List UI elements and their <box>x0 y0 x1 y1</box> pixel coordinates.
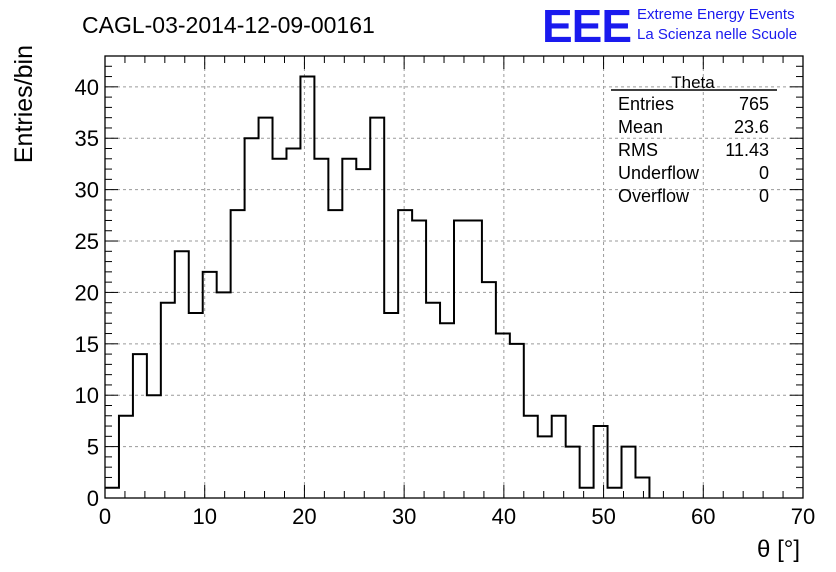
x-tick-label-60: 60 <box>691 504 715 529</box>
histogram-bin-7 <box>203 272 217 498</box>
plot-frame <box>104 55 804 499</box>
x-tick-label-70: 70 <box>791 504 815 529</box>
y-axis-label: Entries/bin <box>10 45 38 163</box>
histogram-bin-29 <box>510 344 524 498</box>
histogram-bin-2 <box>133 354 147 498</box>
histogram-bin-13 <box>286 149 300 498</box>
x-tick-labels: 0 10 20 30 40 50 60 70 <box>99 504 815 529</box>
stats-value-overflow: 0 <box>759 186 769 206</box>
histogram-bin-21 <box>398 210 412 498</box>
logo-line-1: Extreme Energy Events <box>637 6 795 23</box>
histogram-bin-37 <box>622 447 636 498</box>
x-tick-label-20: 20 <box>292 504 316 529</box>
stats-value-rms: 11.43 <box>725 140 769 160</box>
histogram-bin-23 <box>426 303 440 498</box>
histogram-bin-19 <box>370 118 384 498</box>
x-axis-label: θ [°] <box>757 536 800 563</box>
histogram-bin-33 <box>566 447 580 498</box>
histogram-bin-10 <box>245 138 259 498</box>
histogram-bin-31 <box>538 436 552 498</box>
histogram-bin-36 <box>608 488 622 498</box>
histogram-bin-4 <box>161 303 175 498</box>
histogram-outline <box>105 75 651 498</box>
chart-title: CAGL-03-2014-12-09-00161 <box>82 12 375 38</box>
y-tick-label-5: 5 <box>87 435 99 460</box>
histogram-bin-16 <box>328 210 342 498</box>
y-tick-label-35: 35 <box>75 126 99 151</box>
y-tick-label-30: 30 <box>75 178 99 203</box>
histogram-bin-25 <box>454 220 468 498</box>
y-tick-label-25: 25 <box>75 229 99 254</box>
y-tick-label-0: 0 <box>87 486 99 511</box>
stats-label-mean: Mean <box>618 117 663 137</box>
logo-line-2: La Scienza nelle Scuole <box>637 26 797 43</box>
histogram-bin-0 <box>105 488 119 498</box>
histogram-bin-22 <box>412 220 426 498</box>
histogram-bin-3 <box>147 395 161 498</box>
stats-label-rms: RMS <box>618 140 658 160</box>
y-tick-labels: 0 5 10 15 20 25 30 35 40 <box>75 75 99 511</box>
stats-value-underflow: 0 <box>759 163 769 183</box>
histogram-bin-26 <box>468 220 482 498</box>
histogram-bin-14 <box>300 77 314 498</box>
stats-value-mean: 23.6 <box>734 117 769 137</box>
x-tick-label-10: 10 <box>192 504 216 529</box>
histogram-bin-15 <box>314 159 328 498</box>
stats-label-overflow: Overflow <box>618 186 690 206</box>
y-tick-label-10: 10 <box>75 383 99 408</box>
axis-ticks <box>104 55 804 499</box>
y-tick-label-15: 15 <box>75 332 99 357</box>
x-tick-label-30: 30 <box>392 504 416 529</box>
histogram-bin-11 <box>259 118 273 498</box>
eee-logo-mark: EEE <box>542 0 631 52</box>
stats-label-entries: Entries <box>618 94 674 114</box>
histogram-bin-1 <box>119 416 133 498</box>
histogram-bin-18 <box>356 169 370 498</box>
x-tick-label-40: 40 <box>492 504 516 529</box>
histogram-bin-27 <box>482 282 496 498</box>
eee-logo: EEE Extreme Energy Events La Scienza nel… <box>542 0 797 52</box>
y-tick-label-20: 20 <box>75 280 99 305</box>
stats-value-entries: 765 <box>739 94 769 114</box>
stats-box: Theta Entries 765 Mean 23.6 RMS 11.43 Underflo… <box>611 73 777 206</box>
histogram-bin-24 <box>440 323 454 498</box>
histogram-bin-34 <box>580 488 594 498</box>
histogram-bin-5 <box>175 251 189 498</box>
histogram-bin-20 <box>384 313 398 498</box>
stats-label-underflow: Underflow <box>618 163 700 183</box>
histogram-bin-38 <box>635 477 649 498</box>
histogram-bin-6 <box>189 313 203 498</box>
stats-rows: Entries 765 Mean 23.6 RMS 11.43 Underflow 0 Over… <box>618 94 769 206</box>
histogram-bin-30 <box>524 416 538 498</box>
stats-title: Theta <box>671 73 715 92</box>
histogram-bin-32 <box>552 416 566 498</box>
histogram-bin-17 <box>342 159 356 498</box>
x-tick-label-50: 50 <box>591 504 615 529</box>
histogram-bin-35 <box>594 426 608 498</box>
histogram-bin-9 <box>231 210 245 498</box>
y-tick-label-40: 40 <box>75 75 99 100</box>
histogram-bin-28 <box>496 334 510 498</box>
x-tick-label-0: 0 <box>99 504 111 529</box>
plot-frame-border <box>104 55 804 499</box>
histogram-bin-12 <box>273 159 287 498</box>
histogram-bin-8 <box>217 292 231 498</box>
histogram-bars <box>105 75 651 498</box>
